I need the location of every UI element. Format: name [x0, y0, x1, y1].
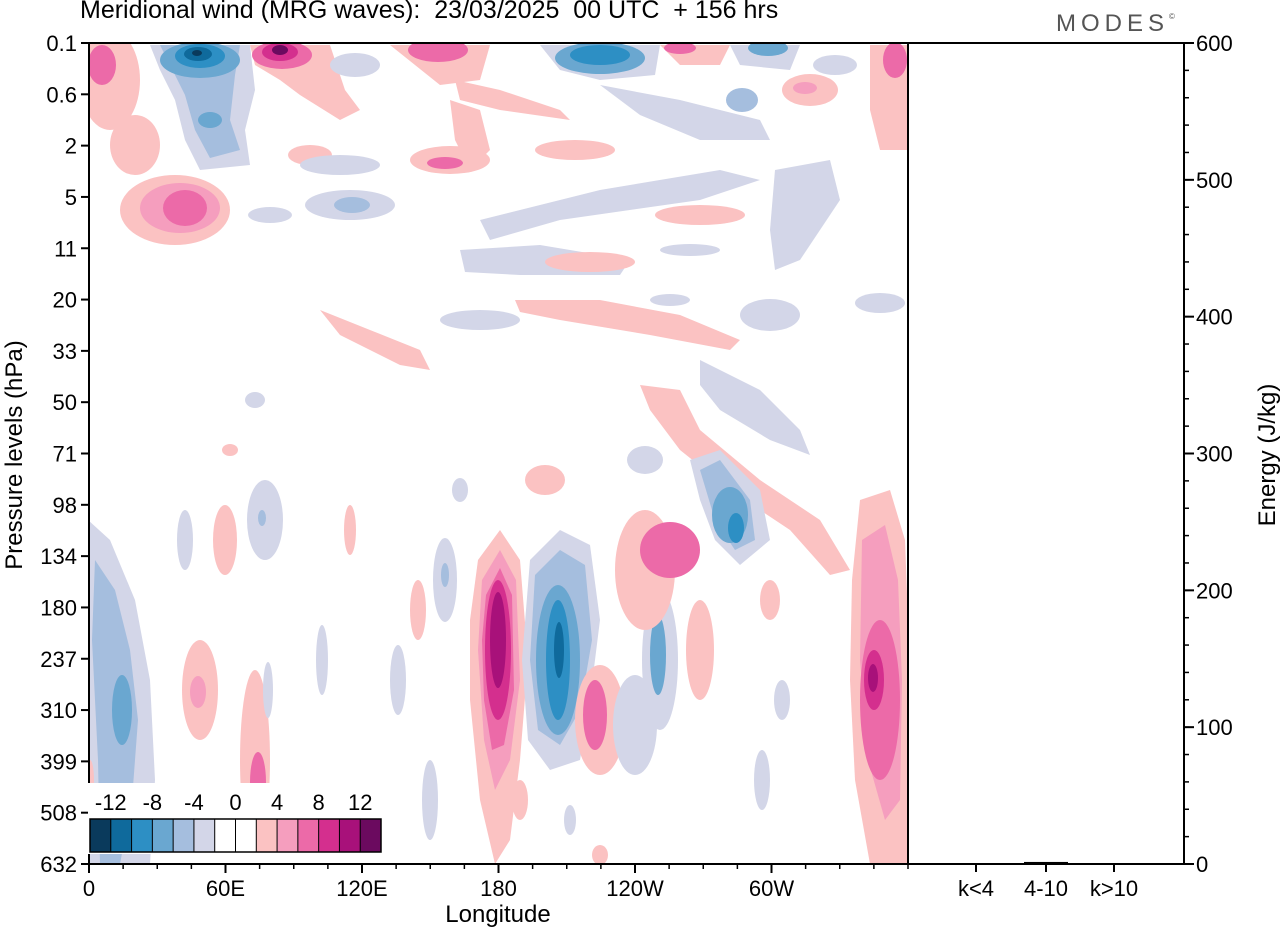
colorbar-swatch [110, 819, 132, 852]
colorbar-label: 0 [229, 790, 241, 815]
colorbar-swatch [256, 819, 278, 852]
energy-category-label: k<4 [958, 876, 994, 901]
contour-blob [470, 530, 528, 864]
y-axis-title: Pressure levels (hPa) [1, 340, 28, 569]
energy-panel-frame [907, 42, 1185, 865]
contour-blob [330, 43, 570, 170]
longitude-axis: 0 60E 120E 180 120W 60W [83, 864, 909, 901]
energy-tick-label: 0 [1196, 852, 1208, 877]
colorbar-label: -4 [184, 790, 204, 815]
colorbar-swatch [235, 819, 257, 852]
energy-axis-title: Energy (J/kg) [1254, 384, 1280, 527]
colorbar-swatch [318, 819, 340, 852]
y-tick-label: 508 [40, 801, 77, 826]
contour-blob [150, 43, 255, 170]
colorbar-swatch [277, 819, 298, 852]
energy-bar [954, 863, 998, 864]
pressure-axis: 0.1 0.6 2 5 11 20 33 50 71 98 134 180 237 310 399 508 63… [40, 31, 89, 877]
x-tick-label: 60E [206, 876, 245, 901]
colorbar-label: 8 [313, 790, 325, 815]
y-tick-label: 134 [40, 544, 77, 569]
colorbar-frame [89, 818, 382, 853]
contour-field [89, 43, 908, 864]
chart-title: Meridional wind (MRG waves): 23/03/2025 … [80, 0, 779, 24]
y-tick-label: 98 [53, 493, 77, 518]
energy-category-label: k>10 [1090, 876, 1138, 901]
y-tick-label: 71 [53, 442, 77, 467]
y-tick-label: 399 [40, 749, 77, 774]
colorbar-swatch [90, 819, 111, 852]
x-tick-label: 120W [606, 876, 664, 901]
energy-tick-label: 200 [1196, 578, 1233, 603]
contour-blob [320, 293, 905, 370]
contour-blob [89, 490, 908, 864]
energy-tick-label: 400 [1196, 305, 1233, 330]
colorbar-label: -8 [143, 790, 163, 815]
energy-bar [1092, 863, 1136, 864]
colorbar-label: 12 [348, 790, 372, 815]
x-axis-title: Longitude [445, 901, 550, 928]
contour-blob [89, 43, 160, 175]
y-tick-label: 20 [53, 288, 77, 313]
x-tick-label: 120E [336, 876, 387, 901]
colorbar-label: 4 [271, 790, 283, 815]
x-tick-label: 0 [83, 876, 95, 901]
y-tick-label: 33 [53, 339, 77, 364]
y-tick-label: 0.1 [46, 31, 77, 56]
modes-logo: MODES© [1056, 10, 1175, 37]
contour-blob [575, 450, 790, 810]
contour-blob [460, 160, 840, 275]
energy-tick-label: 500 [1196, 168, 1233, 193]
colorbar-label: -12 [95, 790, 127, 815]
y-tick-label: 50 [53, 390, 77, 415]
y-tick-label: 632 [40, 852, 77, 877]
colorbar-swatch [173, 819, 194, 852]
contour-blob [120, 140, 615, 245]
x-tick-label: 60W [749, 876, 794, 901]
colorbar-swatch [339, 819, 361, 852]
energy-bar [1024, 861, 1068, 864]
x-tick-label: 180 [480, 876, 517, 901]
y-tick-label: 180 [40, 595, 77, 620]
energy-category-label: 4-10 [1024, 876, 1068, 901]
energy-axis: 0 100 200 300 400 500 600 [1184, 31, 1233, 877]
colorbar-swatch [360, 819, 381, 852]
y-tick-label: 237 [40, 647, 77, 672]
contour-blob [540, 43, 908, 150]
colorbar-swatch [152, 819, 174, 852]
colorbar-swatch [214, 819, 236, 852]
y-tick-label: 11 [54, 236, 77, 261]
colorbar-swatch [193, 819, 215, 852]
y-tick-label: 2 [65, 134, 77, 159]
energy-tick-label: 600 [1196, 31, 1233, 56]
colorbar: -12 -8 -4 0 4 8 12 [88, 783, 385, 854]
energy-tick-label: 100 [1196, 715, 1233, 740]
colorbar-swatch [297, 819, 319, 852]
energy-bars: k<4 4-10 k>10 [954, 861, 1138, 901]
y-tick-label: 5 [65, 185, 77, 210]
y-tick-label: 310 [40, 698, 77, 723]
contour-blob [250, 43, 360, 120]
y-tick-label: 0.6 [46, 82, 77, 107]
colorbar-swatch [131, 819, 153, 852]
energy-tick-label: 300 [1196, 442, 1233, 467]
